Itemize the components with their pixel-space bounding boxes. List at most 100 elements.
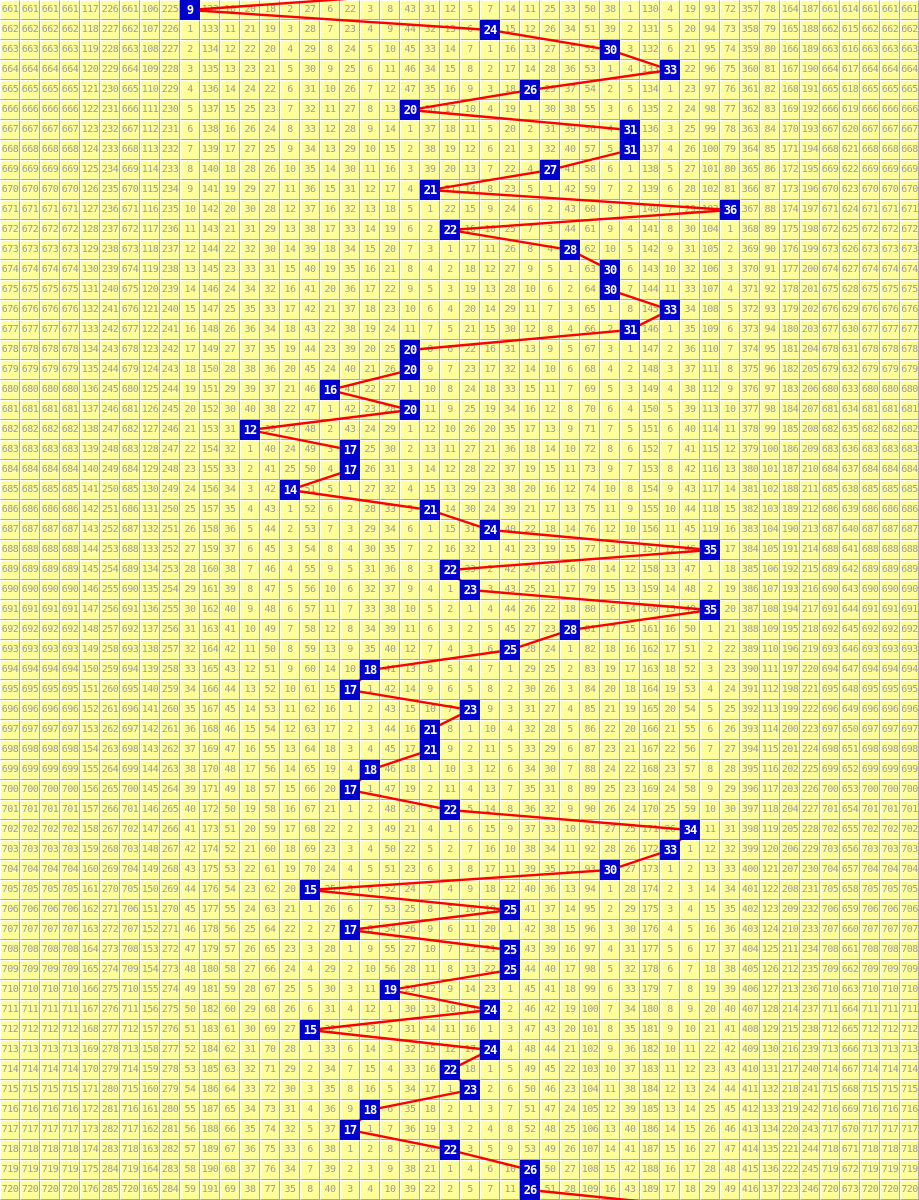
omission-cell: 34	[240, 280, 260, 300]
omission-cell: 12	[660, 540, 680, 560]
drawn-number-cell: 15	[300, 880, 320, 900]
omission-cell: 213	[780, 980, 800, 1000]
issue-number-cell: 677	[860, 320, 880, 340]
grid-row: 668 668 668 668 124 233 668 113 232 7 139 17 27 25 9 34…	[0, 140, 919, 160]
omission-cell: 22	[400, 840, 420, 860]
counter-cell: 243	[100, 340, 120, 360]
omission-cell: 15	[700, 900, 720, 920]
omission-cell: 19	[240, 800, 260, 820]
issue-number-cell: 695	[0, 680, 20, 700]
omission-cell: 59	[220, 980, 240, 1000]
drawn-number-cell: 31	[620, 320, 640, 340]
omission-cell: 403	[740, 920, 760, 940]
counter-cell: 663	[840, 980, 860, 1000]
omission-cell: 407	[740, 1000, 760, 1020]
omission-cell: 172	[200, 800, 220, 820]
omission-cell: 32	[500, 360, 520, 380]
issue-number-cell: 711	[820, 1000, 840, 1020]
omission-cell: 2	[480, 1080, 500, 1100]
omission-cell: 2	[340, 1160, 360, 1180]
omission-cell: 45	[540, 1060, 560, 1080]
issue-number-cell: 703	[60, 840, 80, 860]
omission-cell: 37	[500, 460, 520, 480]
omission-cell: 224	[800, 740, 820, 760]
omission-cell: 32	[180, 640, 200, 660]
issue-number-cell: 703	[0, 840, 20, 860]
omission-cell: 1	[240, 440, 260, 460]
omission-cell: 10	[720, 400, 740, 420]
omission-cell: 36	[340, 280, 360, 300]
omission-cell: 11	[440, 780, 460, 800]
issue-number-cell: 674	[120, 260, 140, 280]
drawn-number-cell: 31	[620, 140, 640, 160]
omission-cell: 238	[800, 1020, 820, 1040]
omission-cell: 190	[800, 60, 820, 80]
omission-cell: 16	[320, 700, 340, 720]
grid-row: 693 693 693 693 149 258 693 138 257 32 164 42 11 50 8 5…	[0, 640, 919, 660]
omission-cell: 62	[260, 880, 280, 900]
counter-cell: 150	[80, 660, 100, 680]
omission-cell: 228	[800, 820, 820, 840]
omission-cell: 47	[400, 80, 420, 100]
omission-cell: 44	[560, 220, 580, 240]
issue-number-cell: 683	[820, 440, 840, 460]
omission-cell: 79	[720, 140, 740, 160]
issue-number-cell: 695	[880, 680, 900, 700]
omission-cell: 50	[180, 1000, 200, 1020]
omission-cell: 20	[420, 1140, 440, 1160]
omission-cell: 5	[300, 1120, 320, 1140]
omission-cell: 20	[600, 680, 620, 700]
omission-cell: 151	[640, 420, 660, 440]
omission-cell: 67	[220, 1140, 240, 1160]
omission-cell: 32	[420, 20, 440, 40]
omission-cell: 9	[320, 60, 340, 80]
omission-cell: 176	[640, 920, 660, 940]
omission-cell: 8	[180, 160, 200, 180]
omission-cell: 3	[280, 20, 300, 40]
omission-cell: 28	[400, 960, 420, 980]
counter-cell: 118	[140, 240, 160, 260]
omission-cell: 25	[620, 820, 640, 840]
omission-cell: 47	[300, 400, 320, 420]
issue-number-cell: 703	[20, 840, 40, 860]
omission-cell: 209	[780, 900, 800, 920]
omission-cell: 43	[400, 0, 420, 20]
omission-cell: 27	[220, 340, 240, 360]
counter-cell: 260	[100, 680, 120, 700]
counter-cell: 143	[80, 520, 100, 540]
counter-cell: 263	[100, 740, 120, 760]
omission-cell: 19	[540, 540, 560, 560]
omission-cell: 8	[500, 1120, 520, 1140]
omission-cell: 39	[540, 940, 560, 960]
omission-cell: 23	[660, 760, 680, 780]
issue-number-cell: 706	[40, 900, 60, 920]
omission-cell: 4	[320, 460, 340, 480]
omission-cell: 101	[700, 160, 720, 180]
omission-cell: 3	[420, 240, 440, 260]
omission-cell: 77	[580, 540, 600, 560]
omission-cell: 27	[240, 140, 260, 160]
omission-cell: 4	[700, 680, 720, 700]
omission-cell: 37	[400, 1140, 420, 1160]
counter-cell: 629	[840, 300, 860, 320]
omission-cell: 62	[220, 1040, 240, 1060]
omission-cell: 136	[200, 80, 220, 100]
omission-cell: 40	[520, 880, 540, 900]
omission-cell: 146	[200, 280, 220, 300]
omission-cell: 4	[360, 1180, 380, 1200]
omission-cell: 1	[460, 600, 480, 620]
omission-cell: 1	[380, 1000, 400, 1020]
omission-cell: 49	[540, 1140, 560, 1160]
drawn-number-cell: 27	[540, 160, 560, 180]
issue-number-cell: 691	[0, 600, 20, 620]
omission-cell: 118	[760, 800, 780, 820]
counter-cell: 250	[160, 500, 180, 520]
omission-cell: 10	[680, 1020, 700, 1040]
counter-cell: 654	[840, 800, 860, 820]
issue-number-cell: 665	[60, 80, 80, 100]
omission-cell: 169	[780, 100, 800, 120]
counter-cell: 267	[100, 820, 120, 840]
counter-cell: 123	[80, 120, 100, 140]
omission-cell: 66	[580, 320, 600, 340]
omission-cell: 8	[520, 240, 540, 260]
